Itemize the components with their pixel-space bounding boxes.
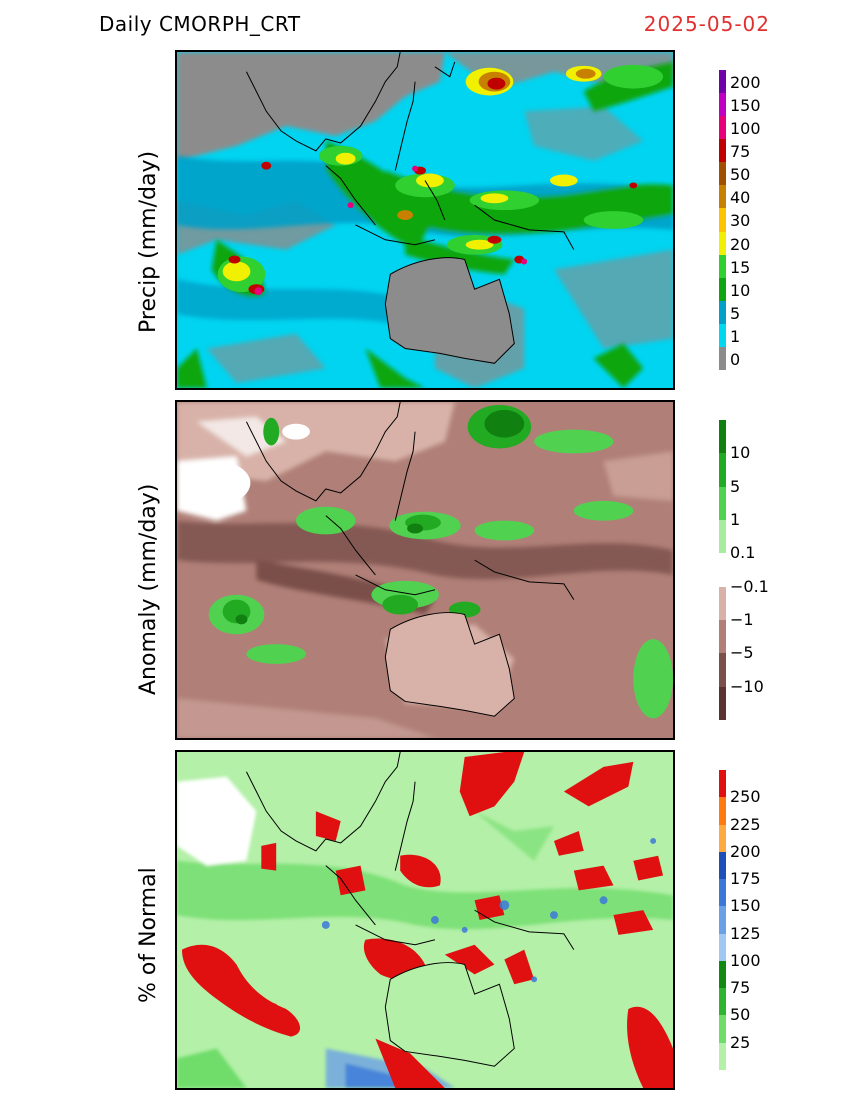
colorbar-segment — [719, 653, 726, 687]
colorbar-segment — [719, 346, 726, 370]
coastlines — [245, 752, 575, 1067]
colorbar-tick-label: 25 — [730, 1032, 751, 1052]
colorbar-tick-label: 200 — [730, 841, 761, 861]
colorbar-segment — [719, 254, 726, 278]
colorbar-segment — [719, 988, 726, 1016]
anomaly-map — [175, 400, 675, 740]
colorbar-segment — [719, 208, 726, 232]
colorbar-tick-label: 5 — [730, 476, 741, 496]
colorbar-segment — [719, 520, 726, 554]
colorbar-segment — [719, 300, 726, 324]
colorbar-segment — [719, 1042, 726, 1070]
percent-colorbar — [719, 770, 726, 1070]
colorbar-tick-label: 20 — [730, 234, 751, 254]
colorbar-segment — [719, 453, 726, 487]
colorbar-segment — [719, 933, 726, 961]
colorbar-tick-label: 150 — [730, 96, 761, 116]
colorbar-tick-label: 150 — [730, 896, 761, 916]
colorbar-segment — [719, 139, 726, 163]
colorbar-segment — [719, 70, 726, 94]
colorbar-segment — [719, 586, 726, 620]
positive-anomalies — [182, 404, 673, 719]
colorbar-tick-label: 200 — [730, 73, 761, 92]
colorbar-tick-label: 175 — [730, 869, 761, 889]
colorbar-segment — [719, 770, 726, 798]
colorbar-tick-label: 75 — [730, 978, 751, 998]
colorbar-tick-label: 50 — [730, 165, 751, 185]
colorbar-tick-label: 1 — [730, 326, 741, 346]
precip-axis-label: Precip (mm/day) — [136, 150, 161, 333]
colorbar-segment — [719, 797, 726, 825]
colorbar-tick-label: 40 — [730, 188, 751, 208]
product-title: Daily CMORPH_CRT — [99, 12, 301, 36]
coastlines — [245, 52, 575, 364]
date-label: 2025-05-02 — [643, 12, 770, 36]
colorbar-tick-label: 30 — [730, 211, 751, 231]
colorbar-tick-label: 10 — [730, 280, 751, 300]
colorbar-segment — [719, 960, 726, 989]
colorbar-segment — [719, 231, 726, 255]
colorbar-segment — [719, 185, 726, 209]
colorbar-tick-label: 100 — [730, 119, 761, 139]
colorbar-tick-label: 50 — [730, 1005, 751, 1025]
colorbar-segment — [719, 162, 726, 186]
colorbar-tick-label: 250 — [730, 787, 761, 807]
colorbar-tick-label: −1 — [730, 610, 754, 629]
colorbar-segment — [719, 824, 726, 852]
colorbar-tick-label: 0 — [730, 349, 741, 369]
colorbar-segment — [719, 420, 726, 454]
colorbar-segment — [719, 851, 726, 880]
colorbar-tick-label: 1 — [730, 510, 741, 529]
anomaly-axis-label: Anomaly (mm/day) — [136, 483, 161, 695]
colorbar-tick-label: −5 — [730, 643, 754, 663]
colorbar-tick-label: 15 — [730, 257, 751, 277]
colorbar-segment — [719, 686, 726, 720]
colorbar-segment — [719, 906, 726, 934]
colorbar-tick-label: 100 — [730, 950, 761, 970]
colorbar-tick-label: 0.1 — [730, 543, 756, 563]
colorbar-segment — [719, 116, 726, 140]
above-normal-areas — [181, 752, 673, 1088]
colorbar-tick-label: −10 — [730, 676, 764, 696]
percent-axis-label: % of Normal — [136, 867, 161, 1003]
colorbar-tick-label: 125 — [730, 923, 761, 943]
heavy-cells — [217, 64, 664, 296]
colorbar-tick-label: 5 — [730, 303, 741, 323]
colorbar-tick-label: −0.1 — [730, 576, 769, 596]
percent-map — [175, 750, 675, 1090]
coastlines — [245, 402, 575, 717]
precip-map — [175, 50, 675, 390]
anomaly-colorbar — [719, 420, 726, 720]
colorbar-segment — [719, 553, 726, 587]
precip-colorbar — [719, 70, 726, 370]
colorbar-segment — [719, 323, 726, 347]
colorbar-tick-label: 225 — [730, 814, 761, 834]
colorbar-segment — [719, 879, 726, 907]
colorbar-segment — [719, 486, 726, 520]
colorbar-segment — [719, 93, 726, 117]
colorbar-segment — [719, 277, 726, 301]
colorbar-segment — [719, 620, 726, 654]
colorbar-tick-label: 10 — [730, 443, 751, 463]
colorbar-segment — [719, 1015, 726, 1043]
colorbar-tick-label: 75 — [730, 142, 751, 162]
